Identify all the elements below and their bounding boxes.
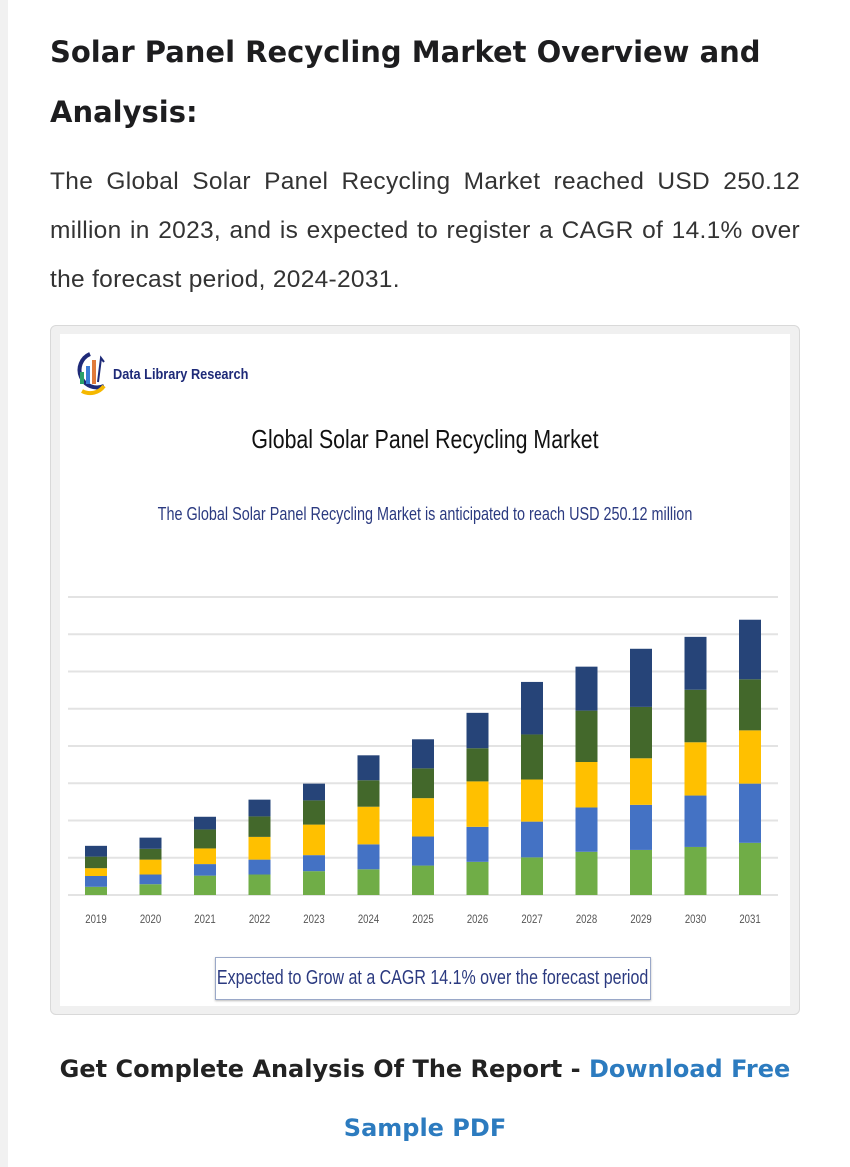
bar-segment-5-2024 — [357, 755, 380, 781]
x-tick-label: 2023 — [303, 913, 324, 926]
bar-segment-5-2027 — [521, 681, 543, 735]
bar-segment-2-2024 — [357, 844, 380, 870]
x-tick-label: 2026 — [467, 913, 488, 926]
bar-segment-4-2024 — [357, 780, 380, 807]
bar-segment-1-2019 — [85, 886, 107, 895]
bar-segment-2-2028 — [575, 807, 598, 852]
bar-segment-3-2025 — [412, 798, 434, 837]
bar-segment-2-2030 — [684, 795, 707, 847]
bar-segment-5-2020 — [139, 837, 162, 849]
bar-segment-4-2027 — [521, 734, 543, 780]
x-tick-label: 2029 — [630, 913, 651, 926]
bar-segment-5-2023 — [303, 783, 325, 801]
bar-segment-2-2022 — [248, 859, 271, 875]
data-library-research-logo-icon — [77, 352, 106, 396]
bar-segment-5-2028 — [575, 666, 598, 711]
bar-segment-3-2029 — [630, 758, 652, 805]
bar-segment-3-2019 — [85, 868, 107, 877]
bar-segment-5-2021 — [194, 816, 216, 830]
bar-segment-4-2029 — [630, 706, 652, 759]
bar-segment-4-2022 — [248, 816, 271, 837]
bar-segment-4-2023 — [303, 800, 325, 825]
chart-title: Global Solar Panel Recycling Market — [251, 424, 599, 454]
cta-text: Get Complete Analysis Of The Report - — [59, 1055, 589, 1083]
bar-segment-1-2030 — [684, 846, 707, 895]
bar-segment-3-2030 — [684, 742, 707, 796]
cagr-callout-text: Expected to Grow at a CAGR 14.1% over th… — [217, 967, 649, 989]
bar-segment-3-2022 — [248, 836, 271, 860]
bar-segment-3-2028 — [575, 762, 598, 808]
page-edge — [0, 0, 8, 1167]
intro-paragraph: The Global Solar Panel Recycling Market … — [50, 168, 800, 293]
bar-segment-4-2030 — [684, 689, 707, 743]
bar-segment-4-2028 — [575, 710, 598, 763]
bar-segment-1-2022 — [248, 874, 271, 895]
bar-segment-3-2027 — [521, 779, 543, 822]
bar-segment-1-2031 — [739, 842, 761, 895]
bar-segment-5-2022 — [248, 799, 271, 817]
x-tick-label: 2020 — [140, 913, 161, 926]
bar-segment-5-2029 — [630, 648, 652, 707]
x-tick-label: 2031 — [739, 913, 760, 926]
bar-segment-5-2030 — [684, 636, 707, 690]
bar-segment-1-2020 — [139, 884, 162, 895]
bar-segment-1-2027 — [521, 857, 543, 895]
bar-segment-2-2021 — [194, 864, 216, 876]
bar-segment-4-2026 — [466, 748, 489, 782]
x-tick-label: 2021 — [194, 913, 215, 926]
x-tick-label: 2028 — [576, 913, 597, 926]
x-tick-label: 2030 — [685, 913, 706, 926]
stacked-bar-chart: 2019 2020 2021 2022 2023 2024 2025 2026 2027 2028… — [68, 596, 778, 926]
bar-segment-4-2025 — [412, 768, 434, 799]
x-tick-label: 2019 — [85, 913, 106, 926]
bar-segment-3-2026 — [466, 781, 489, 827]
bar-segment-2-2025 — [412, 836, 434, 866]
bar-segment-2-2027 — [521, 821, 543, 858]
bar-segment-2-2020 — [139, 874, 162, 885]
cta-line: Get Complete Analysis Of The Report - Do… — [50, 1040, 800, 1158]
bar-segment-4-2019 — [85, 856, 107, 869]
bar-segment-3-2024 — [357, 806, 380, 845]
x-tick-label: 2027 — [521, 913, 542, 926]
bar-segment-5-2019 — [85, 845, 107, 857]
x-tick-label: 2022 — [249, 913, 270, 926]
bar-segment-1-2021 — [194, 875, 216, 895]
chart-subtitle: The Global Solar Panel Recycling Market … — [157, 504, 693, 524]
page-title: Solar Panel Recycling Market Overview an… — [50, 35, 761, 129]
bar-segment-1-2029 — [630, 849, 652, 895]
logo-text: Data Library Research — [113, 366, 249, 383]
bar-segment-3-2031 — [739, 730, 761, 784]
bar-segment-2-2029 — [630, 804, 652, 850]
cagr-callout-box: Expected to Grow at a CAGR 14.1% over th… — [215, 957, 651, 1000]
bar-segment-4-2020 — [139, 848, 162, 860]
x-tick-label: 2024 — [358, 913, 379, 926]
bar-segment-1-2024 — [357, 869, 380, 895]
bar-segment-3-2021 — [194, 848, 216, 865]
bar-segment-5-2026 — [466, 712, 489, 749]
bar-segment-3-2023 — [303, 824, 325, 856]
download-sample-link[interactable]: Download Free Sample PDF — [343, 1055, 791, 1142]
bar-segment-2-2019 — [85, 876, 107, 887]
bar-segment-1-2026 — [466, 861, 489, 895]
bar-segment-3-2020 — [139, 859, 162, 875]
bar-segment-4-2021 — [194, 829, 216, 849]
bar-segment-2-2023 — [303, 855, 325, 872]
bar-segment-1-2028 — [575, 851, 598, 895]
bar-segment-4-2031 — [739, 679, 761, 731]
bar-segment-5-2025 — [412, 739, 434, 769]
bar-segment-2-2031 — [739, 783, 761, 843]
bar-segment-1-2025 — [412, 865, 434, 895]
bar-segment-5-2031 — [739, 619, 761, 680]
x-tick-label: 2025 — [412, 913, 433, 926]
bar-segment-2-2026 — [466, 826, 489, 862]
bar-segment-1-2023 — [303, 871, 325, 895]
